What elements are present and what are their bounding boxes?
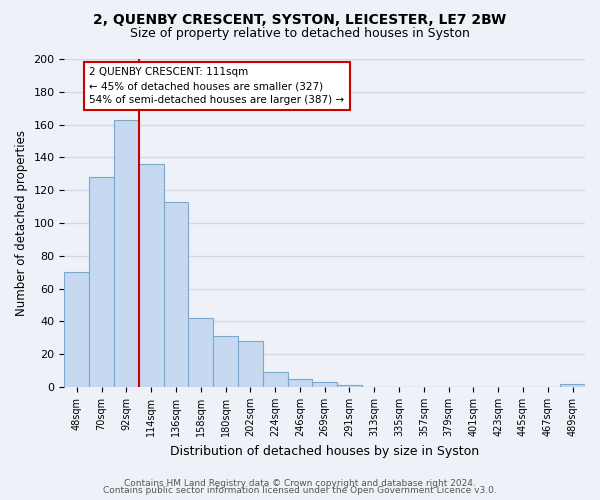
X-axis label: Distribution of detached houses by size in Syston: Distribution of detached houses by size … bbox=[170, 444, 479, 458]
Bar bbox=[139, 164, 164, 387]
Bar bbox=[164, 202, 188, 387]
Text: 2, QUENBY CRESCENT, SYSTON, LEICESTER, LE7 2BW: 2, QUENBY CRESCENT, SYSTON, LEICESTER, L… bbox=[94, 12, 506, 26]
Y-axis label: Number of detached properties: Number of detached properties bbox=[15, 130, 28, 316]
Bar bbox=[213, 336, 238, 387]
Bar bbox=[64, 272, 89, 387]
Bar bbox=[114, 120, 139, 387]
Bar bbox=[313, 382, 337, 387]
Bar bbox=[263, 372, 287, 387]
Bar bbox=[337, 386, 362, 387]
Bar bbox=[89, 177, 114, 387]
Bar bbox=[560, 384, 585, 387]
Text: Size of property relative to detached houses in Syston: Size of property relative to detached ho… bbox=[130, 28, 470, 40]
Bar bbox=[238, 341, 263, 387]
Bar bbox=[287, 379, 313, 387]
Text: 2 QUENBY CRESCENT: 111sqm
← 45% of detached houses are smaller (327)
54% of semi: 2 QUENBY CRESCENT: 111sqm ← 45% of detac… bbox=[89, 67, 344, 105]
Text: Contains public sector information licensed under the Open Government Licence v3: Contains public sector information licen… bbox=[103, 486, 497, 495]
Text: Contains HM Land Registry data © Crown copyright and database right 2024.: Contains HM Land Registry data © Crown c… bbox=[124, 478, 476, 488]
Bar bbox=[188, 318, 213, 387]
